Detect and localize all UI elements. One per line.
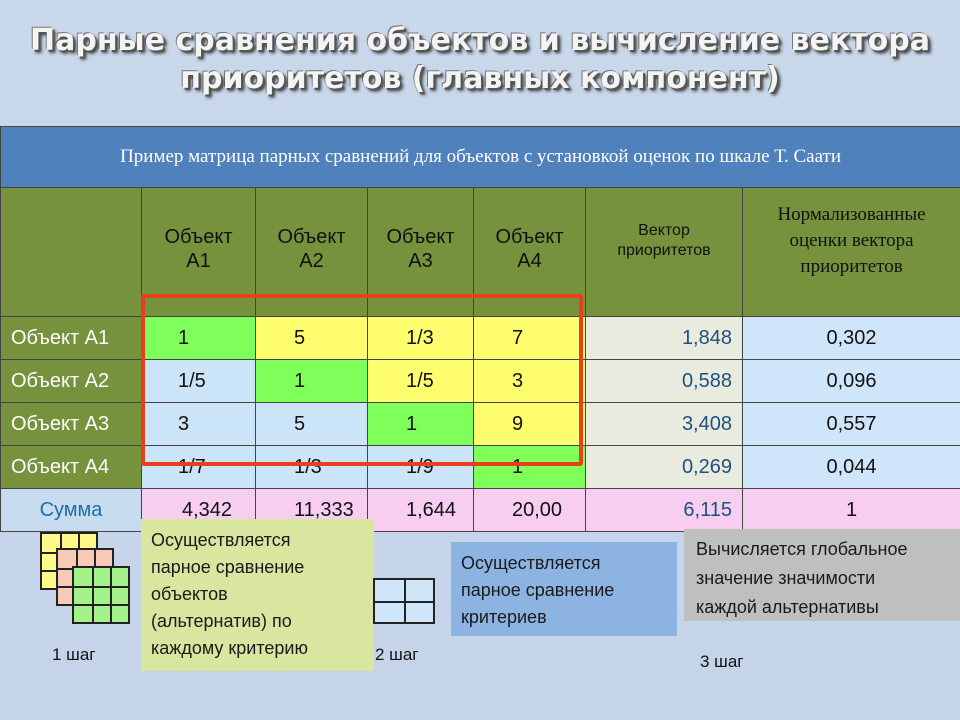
matrix-cell: 5 xyxy=(255,316,368,360)
step-1-description: Осуществляется парное сравнение объектов… xyxy=(141,519,374,671)
step-1-label: 1 шаг xyxy=(52,645,96,664)
normalized-cell: 0,302 xyxy=(741,316,960,360)
sum-vector-cell: 6,115 xyxy=(585,488,743,532)
sum-cell: 20,00 xyxy=(473,488,586,532)
priority-vector-cell: 0,588 xyxy=(585,359,743,403)
criteria-matrix-icon xyxy=(373,578,435,624)
table-row: Объект А3 3 5 1 9 3,408 0,557 xyxy=(0,402,960,446)
matrix-cell: 1 xyxy=(473,445,586,489)
header-text: А1 xyxy=(186,250,211,272)
step-2-description: Осуществляется парное сравнение критерие… xyxy=(451,542,677,636)
description-line: парное сравнение xyxy=(151,557,305,577)
matrix-cell: 3 xyxy=(473,359,586,403)
matrix-cell: 1/3 xyxy=(255,445,368,489)
sum-label: Сумма xyxy=(0,488,142,532)
header-text: приоритетов xyxy=(617,242,711,259)
description-line: Осуществляется xyxy=(461,553,601,573)
matrix-cell: 1 xyxy=(255,359,368,403)
header-text: А4 xyxy=(517,250,542,272)
header-text: Нормализованные xyxy=(777,204,926,225)
row-label: Объект А4 xyxy=(0,445,142,489)
row-label: Объект А1 xyxy=(0,316,142,360)
normalized-cell: 0,096 xyxy=(741,359,960,403)
header-text: приоритетов xyxy=(800,256,903,277)
slide-title: Парные сравнения объектов и вычисление в… xyxy=(0,22,960,98)
sum-row: Сумма 4,342 11,333 1,644 20,00 6,115 1 xyxy=(0,488,960,532)
header-object-a3: Объект А3 xyxy=(367,187,474,317)
header-object-a1: Объект А1 xyxy=(141,187,256,317)
description-line: значение значимости xyxy=(696,568,876,588)
matrix-cell: 9 xyxy=(473,402,586,446)
matrix-cell: 1/7 xyxy=(141,445,256,489)
matrix-cell: 1/3 xyxy=(367,316,474,360)
header-corner xyxy=(0,187,142,317)
header-priority-vector: Вектор приоритетов xyxy=(585,187,743,317)
header-object-a2: Объект А2 xyxy=(255,187,368,317)
row-label: Объект А3 xyxy=(0,402,142,446)
table-row: Объект А2 1/5 1 1/5 3 0,588 0,096 xyxy=(0,359,960,403)
description-line: (альтернатив) по xyxy=(151,611,292,631)
matrix-cell: 3 xyxy=(141,402,256,446)
table-caption: Пример матрица парных сравнений для объе… xyxy=(0,126,960,188)
normalized-cell: 0,044 xyxy=(741,445,960,489)
sum-cell: 1,644 xyxy=(367,488,474,532)
matrix-cell: 7 xyxy=(473,316,586,360)
matrix-cell: 1 xyxy=(367,402,474,446)
step-3-description: Вычисляется глобальное значение значимос… xyxy=(684,529,960,621)
header-normalized-estimates: Нормализованные оценки вектора приоритет… xyxy=(741,187,960,317)
step-2-label: 2 шаг xyxy=(375,645,419,664)
row-label: Объект А2 xyxy=(0,359,142,403)
matrix-cell: 1/9 xyxy=(367,445,474,489)
description-line: Вычисляется глобальное xyxy=(696,539,908,559)
normalized-cell: 0,557 xyxy=(741,402,960,446)
priority-vector-cell: 3,408 xyxy=(585,402,743,446)
matrix-cell: 1/5 xyxy=(141,359,256,403)
priority-vector-cell: 0,269 xyxy=(585,445,743,489)
description-line: Осуществляется xyxy=(151,530,291,550)
description-line: объектов xyxy=(151,584,228,604)
description-line: парное сравнение xyxy=(461,580,615,600)
title-line-1: Парные сравнения объектов и вычисление в… xyxy=(30,23,930,58)
table-row: Объект А1 1 5 1/3 7 1,848 0,302 xyxy=(0,316,960,360)
header-text: Объект xyxy=(495,226,564,248)
header-text: А3 xyxy=(408,250,433,272)
matrix-grid-icon xyxy=(72,566,130,624)
priority-vector-cell: 1,848 xyxy=(585,316,743,360)
header-text: оценки вектора xyxy=(789,230,914,251)
pairwise-comparison-table: Пример матрица парных сравнений для объе… xyxy=(0,126,960,532)
matrix-cell: 5 xyxy=(255,402,368,446)
header-text: А2 xyxy=(299,250,324,272)
description-line: каждой альтернативы xyxy=(696,597,879,617)
description-line: каждому критерию xyxy=(151,638,308,658)
header-text: Вектор xyxy=(638,222,690,239)
header-text: Объект xyxy=(277,226,346,248)
step-3-label: 3 шаг xyxy=(700,652,744,671)
header-text: Объект xyxy=(164,226,233,248)
table-row: Объект А4 1/7 1/3 1/9 1 0,269 0,044 xyxy=(0,445,960,489)
matrix-cell: 1 xyxy=(141,316,256,360)
description-line: критериев xyxy=(461,607,547,627)
header-text: Объект xyxy=(386,226,455,248)
matrix-cell: 1/5 xyxy=(367,359,474,403)
sum-normalized-cell: 1 xyxy=(741,488,960,532)
title-line-2: приоритетов (главных компонент) xyxy=(180,61,780,96)
header-object-a4: Объект А4 xyxy=(473,187,586,317)
